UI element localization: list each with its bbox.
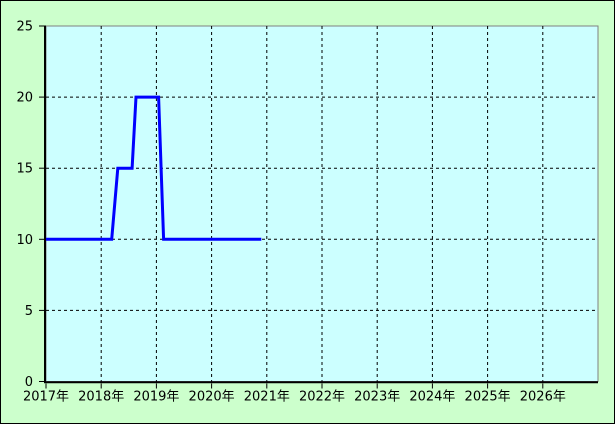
x-tick-label: 2021年 [244,390,290,405]
x-tick-label: 2026年 [520,390,566,405]
y-tick-label: 10 [16,233,33,248]
y-tick-label: 0 [25,375,33,390]
x-tick-label: 2022年 [299,390,345,405]
x-tick-label: 2025年 [465,390,511,405]
x-tick-label: 2017年 [23,390,69,405]
y-tick-label: 25 [16,20,33,35]
y-tick-label: 5 [25,304,33,319]
data-series-line [46,95,262,241]
x-tick-label: 2023年 [354,390,400,405]
x-tick-label: 2020年 [189,390,235,405]
x-tick-label: 2019年 [133,390,179,405]
y-tick-label: 15 [16,162,33,177]
y-tick-label: 20 [16,91,33,106]
x-tick-label: 2018年 [78,390,124,405]
x-tick-label: 2024年 [409,390,455,405]
